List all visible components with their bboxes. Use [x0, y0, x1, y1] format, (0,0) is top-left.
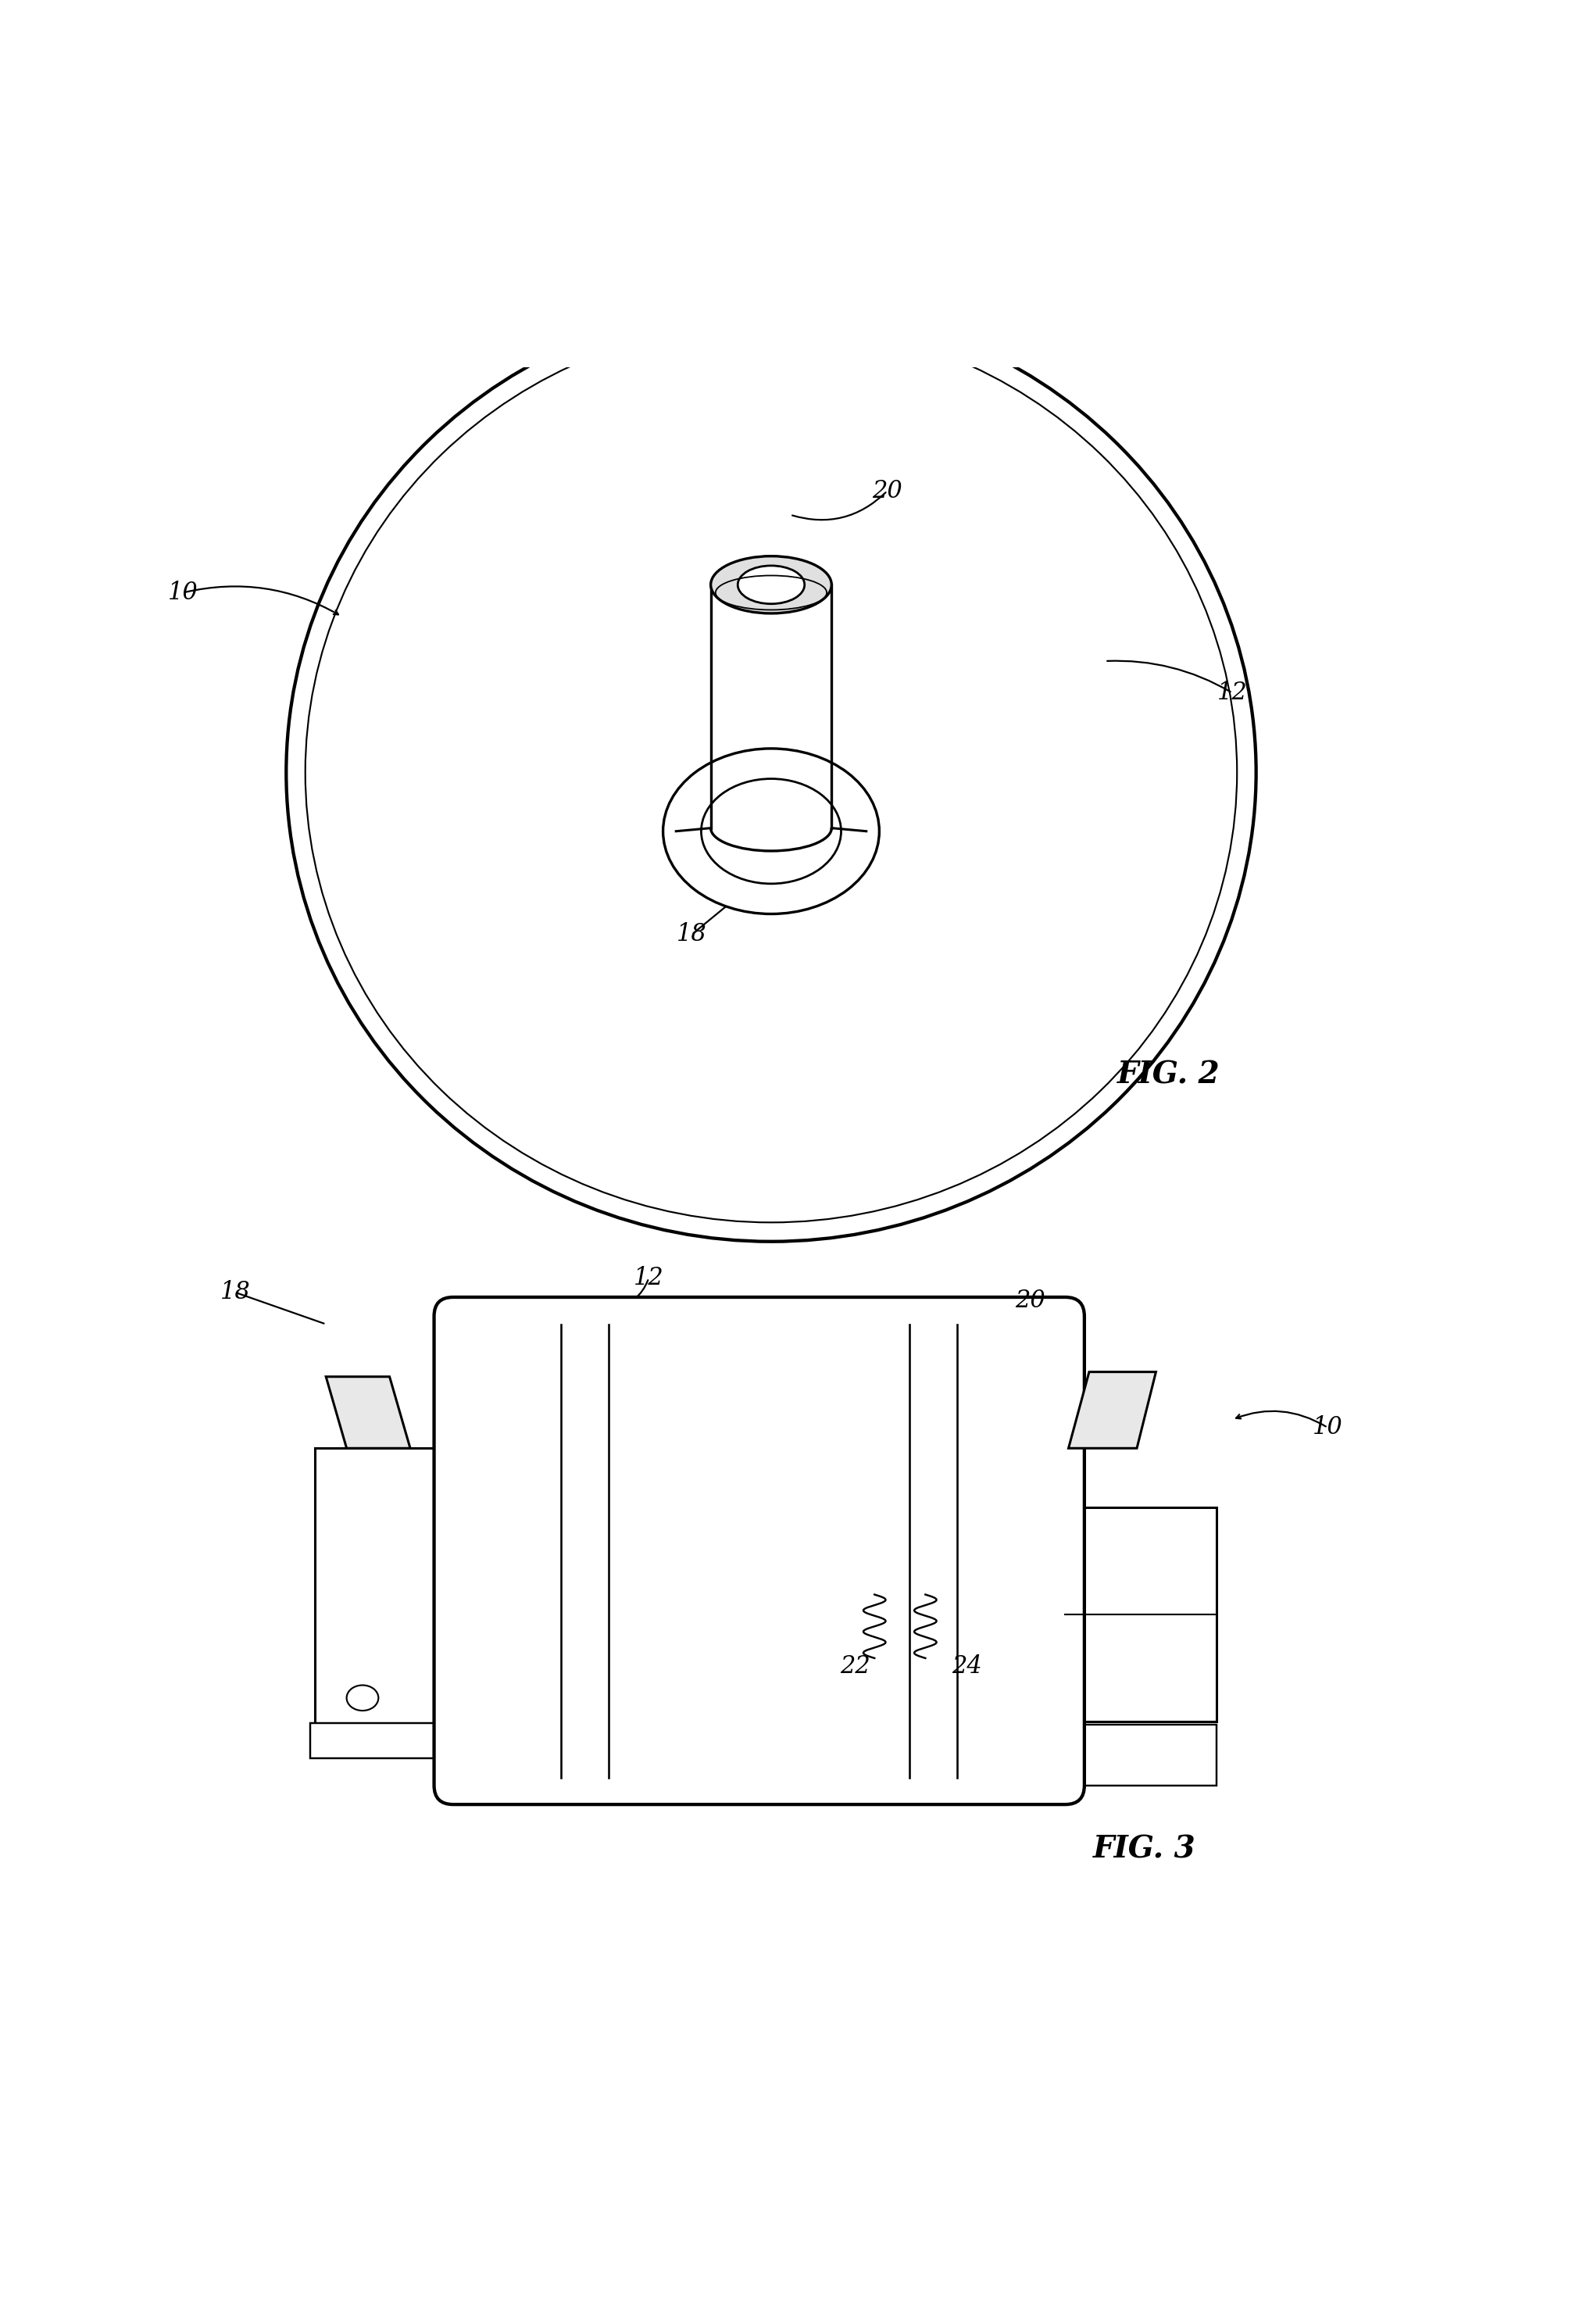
Ellipse shape	[347, 1685, 378, 1710]
Bar	[310, 1724, 461, 1759]
Text: 22: 22	[840, 1655, 871, 1678]
Text: FIG. 3: FIG. 3	[1094, 1834, 1196, 1864]
Polygon shape	[326, 1376, 410, 1448]
Text: 18: 18	[219, 1281, 251, 1304]
Polygon shape	[1068, 1371, 1156, 1448]
Text: 12: 12	[633, 1267, 665, 1290]
Ellipse shape	[701, 779, 841, 883]
Ellipse shape	[727, 281, 816, 335]
Ellipse shape	[738, 565, 805, 604]
Text: 18: 18	[676, 923, 708, 946]
FancyBboxPatch shape	[434, 1297, 1084, 1803]
Ellipse shape	[663, 748, 879, 913]
Text: 20: 20	[1014, 1287, 1046, 1313]
Ellipse shape	[739, 286, 803, 318]
Bar	[1065, 1506, 1216, 1722]
Bar	[315, 1448, 455, 1727]
Ellipse shape	[711, 555, 832, 614]
Text: 20: 20	[871, 479, 903, 502]
Text: 24: 24	[951, 1655, 983, 1678]
Ellipse shape	[286, 302, 1256, 1241]
Bar	[1065, 1724, 1216, 1785]
Text: 12: 12	[1216, 681, 1248, 704]
Text: 10: 10	[167, 581, 199, 604]
Text: FIG. 2: FIG. 2	[1118, 1060, 1220, 1090]
Text: 10: 10	[1312, 1415, 1344, 1439]
